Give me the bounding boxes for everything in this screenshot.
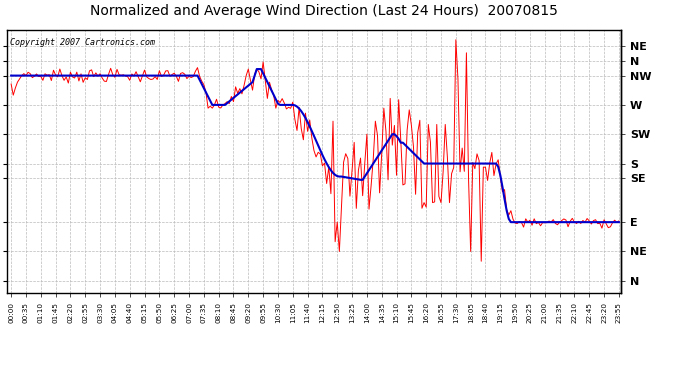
Text: Copyright 2007 Cartronics.com: Copyright 2007 Cartronics.com: [10, 38, 155, 47]
Text: Normalized and Average Wind Direction (Last 24 Hours)  20070815: Normalized and Average Wind Direction (L…: [90, 4, 558, 18]
